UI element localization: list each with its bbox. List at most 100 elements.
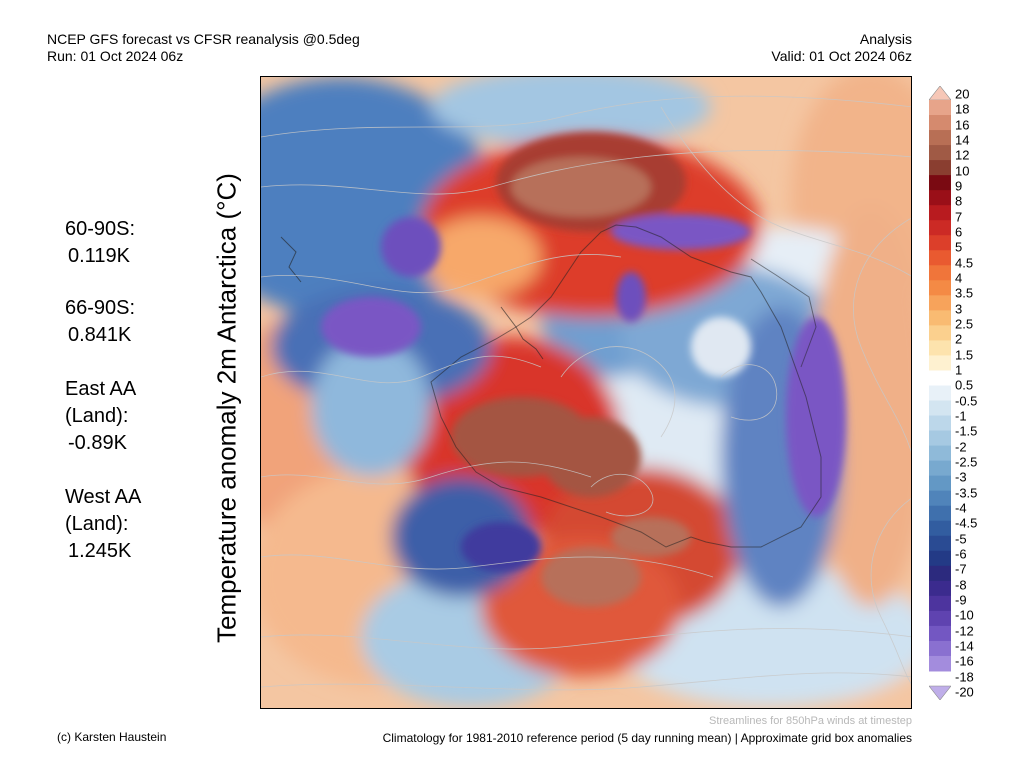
colorbar-tick-label: 4 [955, 270, 963, 286]
colorbar-tick-label: -4 [955, 500, 967, 516]
colorbar-top-arrow [929, 86, 951, 101]
colorbar-segment [929, 520, 951, 537]
colorbar-segment [929, 400, 951, 417]
colorbar-segment [929, 310, 951, 326]
stat-east-aa: East AA (Land): -0.89K [65, 376, 136, 457]
colorbar-segment [929, 610, 951, 627]
colorbar-segment [929, 220, 951, 236]
colorbar-segment [929, 445, 951, 462]
stat-label: East AA (Land): [65, 378, 137, 427]
colorbar-segment [929, 235, 951, 251]
stat-west-aa: West AA (Land): 1.245K [65, 484, 141, 565]
colorbar-segment [929, 505, 951, 522]
colorbar-segment [929, 430, 951, 447]
colorbar-segment [929, 265, 951, 281]
colorbar-segment [929, 130, 951, 146]
colorbar-tick-label: 2 [955, 331, 963, 347]
colorbar-tick-label: 3 [955, 301, 963, 317]
colorbar-tick-label: -10 [955, 607, 974, 623]
australia-coastline [750, 258, 817, 368]
colorbar-tick-label: 1 [955, 362, 963, 378]
colorbar-tick-label: 12 [955, 147, 970, 163]
climatology-note: Climatology for 1981-2010 reference peri… [382, 731, 912, 745]
colorbar-segment [929, 655, 951, 672]
colorbar-segment [929, 490, 951, 507]
anomaly-map [260, 76, 912, 709]
colorbar-segment [929, 325, 951, 341]
colorbar-tick-label: 6 [955, 224, 963, 240]
colorbar-tick-label: 18 [955, 101, 970, 117]
stat-label: 60-90S: [65, 218, 136, 240]
colorbar-segment [929, 535, 951, 552]
colorbar-segment [929, 460, 951, 477]
colorbar-segment [929, 550, 951, 567]
colorbar-tick-label: -3.5 [955, 485, 978, 501]
colorbar-tick-label: 3.5 [955, 285, 974, 301]
header-left: NCEP GFS forecast vs CFSR reanalysis @0.… [47, 31, 360, 65]
colorbar-tick-label: -6 [955, 546, 967, 562]
colorbar-tick-label: 20 [955, 86, 970, 102]
wind-streamlines [261, 95, 911, 691]
colorbar-bottom-arrow [929, 685, 951, 700]
stat-value: 0.119K [68, 245, 130, 267]
colorbar-segment [929, 640, 951, 657]
chart-title: NCEP GFS forecast vs CFSR reanalysis @0.… [47, 31, 360, 47]
colorbar-tick-label: -1 [955, 408, 967, 424]
colorbar-tick-label: 5 [955, 239, 963, 255]
colorbar-tick-label: 8 [955, 193, 963, 209]
colorbar-tick-label: -0.5 [955, 393, 978, 409]
colorbar-tick-label: 2.5 [955, 316, 974, 332]
credit-text: (c) Karsten Haustein [57, 730, 167, 744]
colorbar-tick-label: 7 [955, 209, 963, 225]
colorbar-tick-label: 1.5 [955, 347, 974, 363]
antarctica-coastline [430, 224, 822, 548]
stat-66-90s: 66-90S: 0.841K [65, 295, 135, 349]
colorbar-tick-label: -16 [955, 653, 974, 669]
colorbar-segment [929, 580, 951, 597]
colorbar-segment [929, 115, 951, 131]
colorbar-segment [929, 205, 951, 221]
colorbar-tick-label: -3 [955, 469, 967, 485]
colorbar-tick-label: 10 [955, 163, 970, 179]
colorbar-tick-label: -4.5 [955, 515, 978, 531]
colorbar-tick-label: -12 [955, 623, 974, 639]
colorbar-tick-label: -18 [955, 669, 974, 685]
colorbar-labels: 20 18 16 14 12 10 9 8 7 6 5 4.5 4 3.5 3 2.5 2 1.5 1 0.5 -0.5… [955, 86, 1015, 700]
colorbar-segment [929, 625, 951, 642]
header-right: Analysis Valid: 01 Oct 2024 06z [771, 31, 912, 65]
colorbar-tick-label: -14 [955, 638, 974, 654]
valid-label: Valid: 01 Oct 2024 06z [771, 48, 912, 64]
streamlines-note: Streamlines for 850hPa winds at timestep [709, 715, 912, 727]
colorbar-segment [929, 250, 951, 266]
colorbar-tick-label: -2 [955, 439, 967, 455]
stat-value: -0.89K [68, 432, 127, 454]
stat-value: 0.841K [68, 324, 132, 346]
colorbar-segment [929, 565, 951, 582]
colorbar-tick-label: -1.5 [955, 423, 978, 439]
colorbar-segment [929, 370, 951, 386]
colorbar-segment [929, 175, 951, 191]
colorbar-tick-label: -2.5 [955, 454, 978, 470]
colorbar-segment [929, 100, 951, 116]
colorbar-segment [929, 340, 951, 356]
colorbar-tick-label: 4.5 [955, 255, 974, 271]
colorbar-tick-label: -20 [955, 684, 974, 700]
colorbar-segment [929, 415, 951, 432]
colorbar-tick-label: -5 [955, 531, 967, 547]
colorbar-tick-label: -8 [955, 577, 967, 593]
map-vertical-title: Temperature anomaly 2m Antarctica (°C) [211, 173, 242, 643]
colorbar-tick-label: 16 [955, 117, 970, 133]
colorbar-tick-label: 14 [955, 132, 970, 148]
colorbar-segment [929, 355, 951, 371]
colorbar-segment [929, 190, 951, 206]
anomaly-extremes [321, 132, 846, 607]
stat-60-90s: 60-90S: 0.119K [65, 216, 135, 270]
colorbar-segment [929, 295, 951, 311]
analysis-label: Analysis [859, 31, 912, 47]
colorbar-tick-label: -7 [955, 561, 967, 577]
colorbar-segment [929, 160, 951, 176]
stat-value: 1.245K [68, 540, 132, 562]
colorbar [929, 86, 951, 700]
colorbar-segment [929, 595, 951, 612]
anomaly-map-svg [261, 77, 911, 708]
